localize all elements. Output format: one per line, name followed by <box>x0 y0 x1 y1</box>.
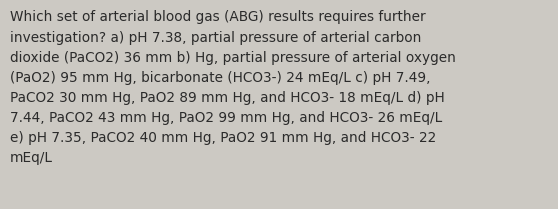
Text: Which set of arterial blood gas (ABG) results requires further
investigation? a): Which set of arterial blood gas (ABG) re… <box>10 10 456 165</box>
